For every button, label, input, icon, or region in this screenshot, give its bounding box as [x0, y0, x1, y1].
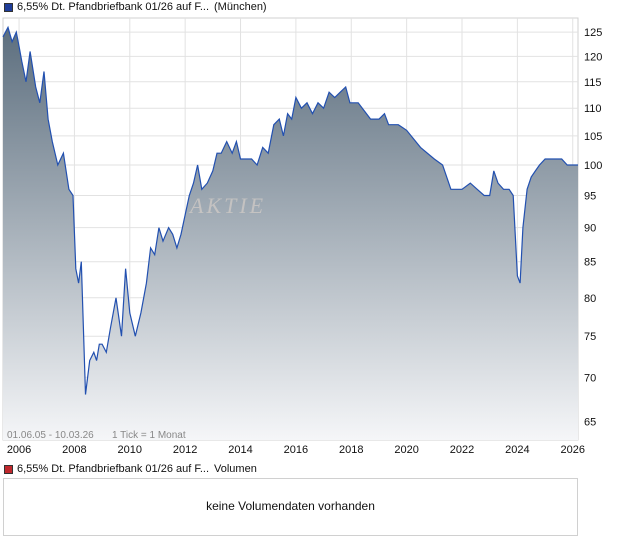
range-info: 01.06.05 - 10.03.26 [7, 430, 94, 441]
x-tick-label: 2008 [62, 444, 86, 456]
x-tick-label: 2026 [560, 444, 584, 456]
price-legend-name: 6,55% Dt. Pfandbriefbank 01/26 auf F... [17, 1, 210, 13]
volume-panel: keine Volumendaten vorhanden [3, 478, 578, 536]
y-tick-label: 105 [584, 131, 602, 143]
x-tick-label: 2024 [505, 444, 529, 456]
volume-legend-label: Volumen [214, 463, 257, 475]
y-tick-label: 120 [584, 51, 602, 63]
x-tick-label: 2016 [284, 444, 308, 456]
tick-info: 1 Tick = 1 Monat [112, 430, 186, 441]
x-axis: 2006 2008 2010 2012 2014 2016 2018 2020 2022 2024… [7, 444, 585, 456]
price-line [2, 25, 578, 395]
y-tick-label: 65 [584, 416, 596, 428]
y-tick-label: 85 [584, 257, 596, 269]
x-tick-label: 2022 [450, 444, 474, 456]
volume-legend: 6,55% Dt. Pfandbriefbank 01/26 auf F... … [4, 462, 257, 476]
y-tick-label: 95 [584, 190, 596, 202]
y-axis: 65 70 75 80 85 90 95 100 105 110 115 120 125 [584, 27, 602, 428]
price-legend-swatch [4, 2, 13, 12]
y-tick-label: 90 [584, 223, 596, 235]
volume-legend-swatch [4, 464, 13, 474]
price-legend-exchange: (München) [214, 1, 267, 13]
y-tick-label: 125 [584, 27, 602, 39]
x-tick-label: 2020 [394, 444, 418, 456]
price-legend: 6,55% Dt. Pfandbriefbank 01/26 auf F... … [4, 0, 267, 14]
y-tick-label: 110 [584, 103, 602, 115]
x-tick-label: 2014 [228, 444, 252, 456]
volume-legend-name: 6,55% Dt. Pfandbriefbank 01/26 auf F... [17, 463, 210, 475]
price-chart: AKTIE 65 70 75 80 85 90 95 100 105 110 115 120 125 2… [2, 17, 602, 456]
y-tick-label: 80 [584, 293, 596, 305]
y-tick-label: 115 [584, 77, 602, 89]
watermark: AKTIE [188, 193, 266, 218]
x-tick-label: 2006 [7, 444, 31, 456]
x-tick-label: 2012 [173, 444, 197, 456]
y-tick-label: 100 [584, 160, 602, 172]
x-tick-label: 2010 [118, 444, 142, 456]
x-tick-label: 2018 [339, 444, 363, 456]
price-area [3, 27, 578, 441]
y-tick-label: 75 [584, 331, 596, 343]
y-tick-label: 70 [584, 372, 596, 384]
volume-message: keine Volumendaten vorhanden [206, 499, 375, 513]
